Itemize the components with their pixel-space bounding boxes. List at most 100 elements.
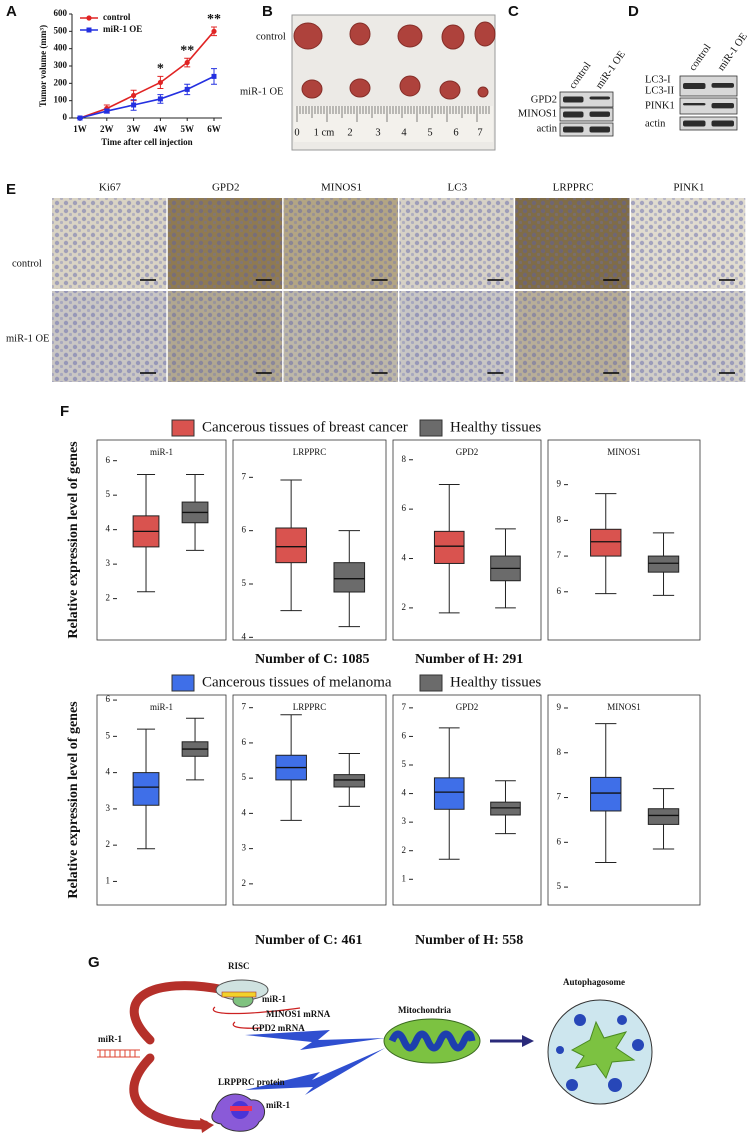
label: miR-1 — [262, 994, 286, 1004]
box — [590, 528, 622, 557]
y-tick-label: 600 — [54, 8, 68, 18]
row-label: control — [12, 258, 42, 269]
y-tick-label: 500 — [54, 25, 68, 35]
panel-label: A — [6, 3, 17, 20]
mitochondria — [383, 1018, 481, 1064]
y-tick-label: 2 — [106, 593, 111, 603]
plot-title: miR-1 — [150, 447, 173, 457]
series-line — [79, 75, 215, 119]
x-tick-label: 6W — [207, 124, 221, 134]
y-tick-label: 4 — [242, 631, 247, 641]
mrna — [212, 1006, 301, 1029]
column-label: LC3 — [448, 182, 468, 194]
band — [683, 103, 706, 106]
y-tick-label: 6 — [106, 694, 111, 704]
box — [132, 772, 160, 806]
arrow-head — [522, 1035, 534, 1047]
box — [433, 777, 465, 810]
blot — [679, 97, 738, 115]
band-label: actin — [645, 118, 666, 129]
label: GPD2 mRNA — [252, 1023, 305, 1033]
x-tick-label: 1W — [73, 124, 87, 134]
box — [647, 808, 680, 825]
box — [333, 562, 366, 593]
y-tick-label: 9 — [557, 479, 562, 489]
band — [589, 111, 610, 117]
y-tick-label: 2 — [242, 878, 247, 888]
count-label: Number of H: 291 — [415, 652, 523, 667]
marker — [211, 28, 217, 34]
y-tick-label: 6 — [557, 586, 562, 596]
label: MINOS1 mRNA — [266, 1009, 331, 1019]
blot — [679, 75, 738, 97]
y-tick-label: 200 — [54, 77, 68, 87]
y-tick-label: 4 — [242, 807, 247, 817]
x-axis-label: Time after cell injection — [101, 137, 192, 147]
box — [590, 776, 622, 812]
legend-swatch — [171, 419, 195, 437]
band — [711, 83, 734, 88]
y-tick-label: 3 — [402, 816, 407, 826]
bolt — [245, 1048, 385, 1095]
plot-title: MINOS1 — [607, 447, 641, 457]
count-label: Number of C: 1085 — [255, 652, 369, 667]
legend-swatch — [171, 674, 195, 692]
plot-frame — [547, 439, 701, 641]
box — [275, 527, 307, 564]
plot-frame — [232, 694, 387, 906]
plot-title: LRPPRC — [293, 702, 327, 712]
box — [333, 774, 366, 788]
panel-label: B — [262, 3, 273, 20]
tissue-texture — [399, 198, 514, 289]
y-tick-label: 9 — [557, 702, 562, 712]
plot-frame — [96, 439, 227, 641]
plot-frame — [547, 694, 701, 906]
tissue-texture — [167, 198, 283, 289]
label: LRPPRC protein — [218, 1077, 285, 1087]
ruler-label: 4 — [401, 127, 407, 138]
plot-frame — [392, 439, 542, 641]
plot-frame — [232, 439, 387, 641]
row-label: miR-1 OE — [6, 333, 49, 344]
label: miR-1 — [98, 1034, 122, 1044]
y-tick-label: 4 — [402, 553, 407, 563]
bound-mirna — [230, 1106, 252, 1111]
y-tick-label: 5 — [402, 759, 407, 769]
tumor — [397, 24, 423, 48]
band-label: MINOS1 — [518, 108, 557, 119]
plot-frame — [96, 694, 227, 906]
marker — [157, 79, 163, 86]
y-tick-label: 2 — [106, 839, 111, 849]
y-tick-label: 5 — [106, 730, 111, 740]
column-label: Ki67 — [99, 182, 122, 194]
y-tick-label: 6 — [106, 455, 111, 465]
y-tick-label: 6 — [402, 730, 407, 740]
y-tick-label: 7 — [557, 550, 562, 560]
arrow-head — [200, 1118, 214, 1133]
y-tick-label: 8 — [557, 514, 562, 524]
y-tick-label: 5 — [557, 881, 562, 891]
label: miR-1 — [266, 1100, 290, 1110]
tumor — [441, 24, 465, 50]
label: RISC — [228, 961, 250, 971]
legend-label: Healthy tissues — [450, 674, 541, 690]
y-tick-label: 0 — [63, 112, 68, 122]
plot-title: miR-1 — [150, 702, 173, 712]
y-tick-label: 5 — [106, 489, 111, 499]
y-tick-label: 1 — [402, 873, 407, 883]
column-label: GPD2 — [212, 182, 240, 194]
legend-label: control — [103, 12, 131, 22]
label: Autophagosome — [563, 977, 625, 987]
tumor — [293, 22, 323, 50]
lane-label: control — [687, 42, 713, 73]
annotation: ** — [180, 43, 194, 58]
marker — [157, 96, 163, 102]
tissue-texture — [52, 291, 167, 382]
y-tick-label: 7 — [402, 702, 407, 712]
x-tick-label: 4W — [154, 124, 168, 134]
diagram — [97, 979, 653, 1133]
marker — [104, 108, 110, 114]
mitochondria-fragment — [570, 1020, 636, 1080]
marker — [131, 92, 137, 99]
